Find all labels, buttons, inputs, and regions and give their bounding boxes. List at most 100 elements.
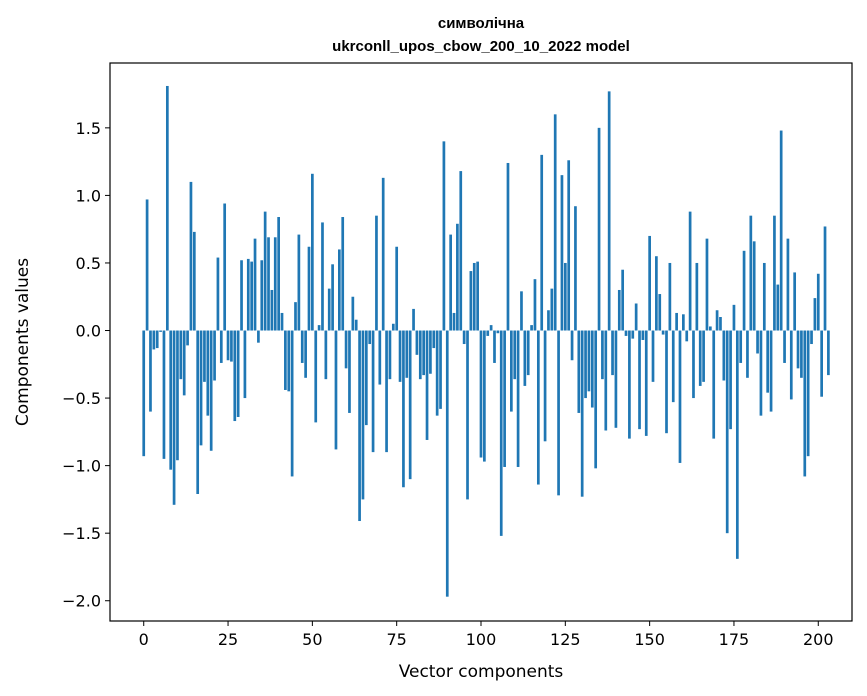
x-tick-label-3: 75 <box>387 630 407 649</box>
bar-84 <box>425 330 429 440</box>
bar-27 <box>233 330 237 422</box>
bar-182 <box>756 330 759 354</box>
bar-10 <box>176 330 179 461</box>
bar-124 <box>560 175 564 331</box>
bar-62 <box>351 296 355 331</box>
bar-41 <box>280 312 284 331</box>
bar-66 <box>364 330 368 426</box>
bar-179 <box>746 330 749 378</box>
bar-112 <box>520 291 523 331</box>
bar-35 <box>260 260 264 331</box>
bar-106 <box>499 330 503 536</box>
bar-107 <box>503 330 506 467</box>
bar-132 <box>587 330 591 392</box>
bar-185 <box>766 330 770 393</box>
x-tick-label-2: 50 <box>302 630 322 649</box>
bar-90 <box>445 330 449 597</box>
bar-150 <box>648 235 651 331</box>
bar-159 <box>678 330 682 463</box>
bar-154 <box>661 330 665 335</box>
bar-59 <box>341 217 345 331</box>
bar-108 <box>506 162 510 331</box>
bar-23 <box>219 330 223 363</box>
bar-199 <box>813 298 817 331</box>
bar-176 <box>735 330 739 559</box>
bar-133 <box>590 330 594 408</box>
bar-105 <box>496 330 500 334</box>
bar-65 <box>361 330 365 500</box>
bar-1 <box>145 199 149 331</box>
bar-166 <box>702 330 705 382</box>
bar-3 <box>152 330 156 350</box>
bar-171 <box>719 317 722 331</box>
bar-47 <box>300 330 304 363</box>
bar-53 <box>321 222 324 331</box>
bar-95 <box>462 330 466 345</box>
bar-197 <box>806 330 810 457</box>
bar-96 <box>466 330 469 500</box>
bar-122 <box>553 114 557 331</box>
bar-104 <box>493 330 496 363</box>
bar-32 <box>250 261 254 331</box>
bar-12 <box>182 330 186 396</box>
bar-151 <box>651 330 655 382</box>
bar-190 <box>783 330 786 363</box>
bar-191 <box>786 238 790 331</box>
bar-125 <box>563 262 567 331</box>
bar-91 <box>449 234 452 331</box>
bar-46 <box>297 234 301 331</box>
bar-134 <box>594 330 598 469</box>
bar-121 <box>550 288 554 331</box>
bar-34 <box>257 330 260 343</box>
bar-57 <box>334 330 338 450</box>
bar-24 <box>223 203 227 331</box>
bar-153 <box>658 294 662 331</box>
bar-115 <box>530 325 533 331</box>
bar-109 <box>510 330 513 412</box>
bar-54 <box>324 330 328 380</box>
bar-28 <box>236 330 240 417</box>
bar-86 <box>432 330 436 349</box>
x-axis-ticks: 0 25 50 75 100 125 150 175 200 <box>139 621 834 649</box>
bar-101 <box>483 330 486 462</box>
bar-50 <box>311 173 314 331</box>
bar-128 <box>574 206 577 331</box>
bar-4 <box>155 330 159 349</box>
bar-2 <box>149 330 152 412</box>
bar-177 <box>739 330 743 363</box>
bar-116 <box>533 279 537 331</box>
bar-87 <box>435 330 439 416</box>
bar-187 <box>773 215 776 331</box>
bar-68 <box>371 330 375 453</box>
y-axis-label: Components values <box>13 258 33 426</box>
chart-title-line-1: символічна <box>438 15 525 32</box>
bar-164 <box>695 262 699 331</box>
bar-142 <box>621 269 625 331</box>
bar-13 <box>186 330 189 346</box>
y-tick-label-4: −0.5 <box>62 389 101 408</box>
bar-39 <box>273 237 277 331</box>
bar-201 <box>820 330 823 397</box>
bar-42 <box>284 330 287 390</box>
bar-18 <box>203 330 206 382</box>
bar-186 <box>769 330 773 412</box>
bar-9 <box>172 330 176 505</box>
bar-20 <box>209 330 213 451</box>
bar-71 <box>381 177 385 331</box>
bar-11 <box>179 330 183 380</box>
bar-138 <box>607 91 611 331</box>
bar-158 <box>675 312 678 331</box>
bar-21 <box>213 330 216 381</box>
bar-85 <box>429 330 432 374</box>
bar-136 <box>601 330 604 380</box>
y-tick-label-7: −2.0 <box>62 592 101 611</box>
bar-203 <box>827 330 830 376</box>
bar-180 <box>749 215 753 331</box>
bar-92 <box>452 312 456 331</box>
bar-143 <box>624 330 628 336</box>
bar-94 <box>459 171 463 331</box>
bar-49 <box>307 246 311 331</box>
bar-16 <box>196 330 200 494</box>
bar-165 <box>698 330 702 386</box>
bar-119 <box>543 330 547 442</box>
